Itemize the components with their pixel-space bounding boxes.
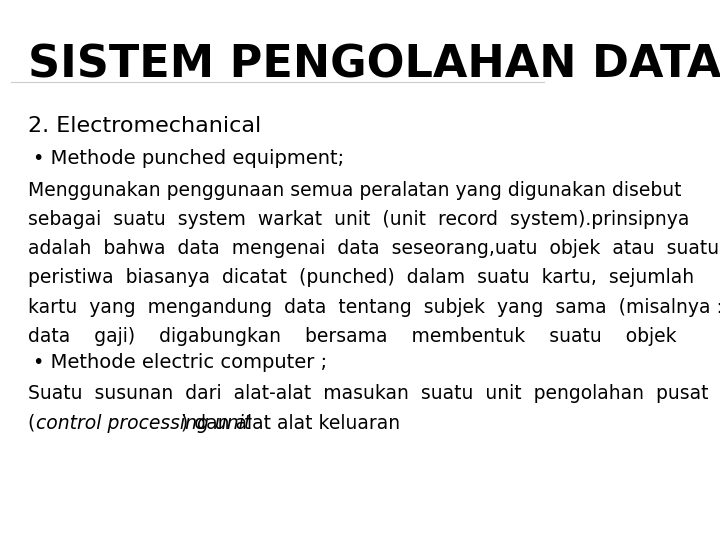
Text: peristiwa  biasanya  dicatat  (punched)  dalam  suatu  kartu,  sejumlah: peristiwa biasanya dicatat (punched) dal… — [28, 268, 694, 287]
Text: Menggunakan penggunaan semua peralatan yang digunakan disebut: Menggunakan penggunaan semua peralatan y… — [28, 181, 681, 200]
Text: SISTEM PENGOLAHAN DATA: SISTEM PENGOLAHAN DATA — [28, 43, 720, 86]
Text: ) dan alat alat keluaran: ) dan alat alat keluaran — [175, 414, 400, 433]
Text: data    gaji)    digabungkan    bersama    membentuk    suatu    objek: data gaji) digabungkan bersama membentuk… — [28, 327, 676, 346]
Text: (: ( — [28, 414, 35, 433]
Text: control processing unit: control processing unit — [36, 414, 251, 433]
Text: Suatu  susunan  dari  alat-alat  masukan  suatu  unit  pengolahan  pusat: Suatu susunan dari alat-alat masukan sua… — [28, 384, 708, 403]
Text: • Methode punched equipment;: • Methode punched equipment; — [33, 148, 344, 167]
Text: • Methode electric computer ;: • Methode electric computer ; — [33, 353, 328, 372]
Text: adalah  bahwa  data  mengenai  data  seseorang,uatu  objek  atau  suatu: adalah bahwa data mengenai data seseoran… — [28, 239, 719, 258]
Text: 2. Electromechanical: 2. Electromechanical — [28, 116, 261, 136]
Text: sebagai  suatu  system  warkat  unit  (unit  record  system).prinsipnya: sebagai suatu system warkat unit (unit r… — [28, 210, 689, 229]
Text: kartu  yang  mengandung  data  tentang  subjek  yang  sama  (misalnya :: kartu yang mengandung data tentang subje… — [28, 298, 720, 316]
